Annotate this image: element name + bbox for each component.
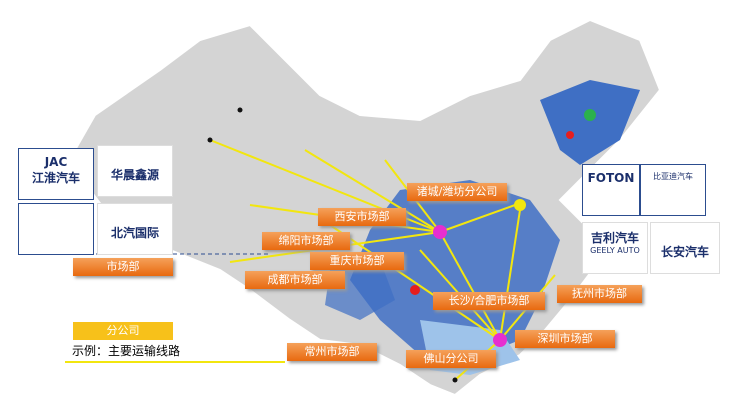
logo-name: FOTON — [587, 171, 635, 185]
route — [329, 224, 501, 341]
office-label: 深圳市场部 — [515, 330, 615, 348]
office-label: 成都市场部 — [245, 271, 345, 289]
logo: 吉利汽车 GEELY AUTO — [582, 222, 648, 274]
legend-market: 市场部 — [73, 258, 173, 276]
hub — [493, 333, 507, 347]
office-label: 佛山分公司 — [406, 350, 496, 368]
route — [499, 209, 521, 341]
logo-name: 比亚迪汽车 — [653, 172, 693, 181]
office-label: 重庆市场部 — [310, 252, 404, 270]
legend-route: 示例：主要运输线路 — [72, 344, 181, 358]
logo: FOTON — [582, 164, 640, 216]
site — [514, 199, 526, 211]
hubs — [207, 107, 596, 383]
logo: JAC 江淮汽车 — [18, 148, 94, 200]
legend-branch: 分公司 — [73, 322, 173, 340]
logo-name: 长安汽车 — [660, 245, 709, 259]
logo-name: 华晨鑫源 — [110, 168, 159, 182]
site — [207, 137, 213, 143]
office-label: 西安市场部 — [318, 208, 406, 226]
site — [584, 109, 596, 121]
office-label: 诸城/潍坊分公司 — [407, 183, 507, 201]
logo-name: 北汽国际 — [110, 226, 159, 240]
office-label: 绵阳市场部 — [262, 232, 350, 250]
logo: 长安汽车 — [650, 222, 720, 274]
site — [566, 131, 574, 139]
route — [304, 149, 441, 233]
logo-name: 吉利汽车 — [590, 231, 639, 245]
site — [237, 107, 243, 113]
logo-sub: GEELY AUTO — [590, 246, 640, 255]
route — [439, 231, 501, 341]
logo: 北汽国际 — [97, 203, 173, 255]
logo — [18, 203, 94, 255]
region-northeast — [540, 80, 640, 165]
hub — [433, 225, 447, 239]
site — [410, 285, 420, 295]
office-label: 抚州市场部 — [557, 285, 642, 303]
office-label: 常州市场部 — [287, 343, 377, 361]
logo: 比亚迪汽车 — [640, 164, 706, 216]
route — [439, 204, 516, 233]
site — [452, 377, 458, 383]
office-label: 长沙/合肥市场部 — [433, 292, 545, 310]
logo: 华晨鑫源 — [97, 145, 173, 197]
logo-name: 江淮汽车 — [31, 171, 80, 185]
logo-mark: JAC — [44, 155, 68, 169]
